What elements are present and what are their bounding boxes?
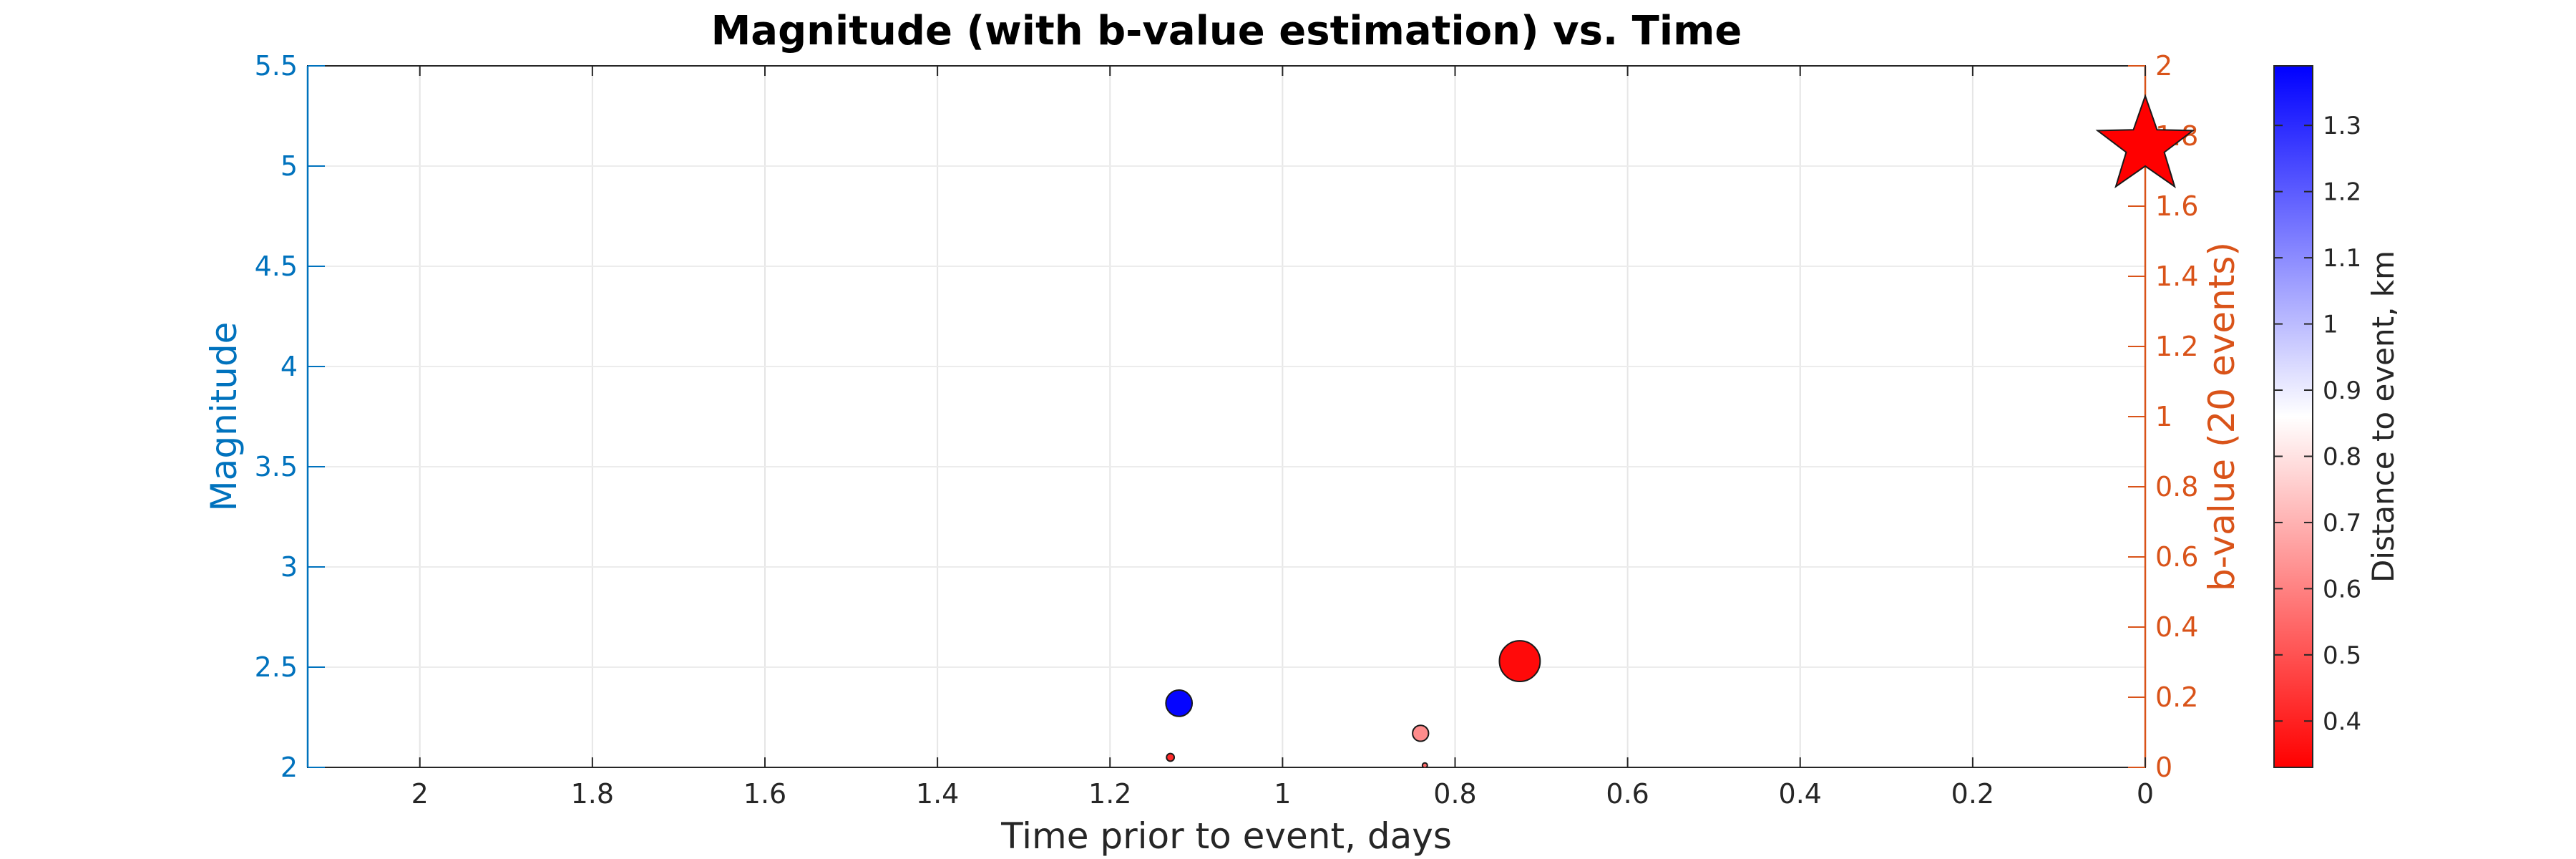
x-tick-label: 1.4	[916, 778, 959, 810]
colorbar-tick-label: 0.5	[2323, 641, 2361, 670]
x-tick-label: 0	[2137, 778, 2154, 810]
colorbar-ticks: 0.4 0.5 0.6 0.7 0.8 0.9 1 1.1 1.2 1.3	[2274, 112, 2361, 736]
scatter-point	[1165, 689, 1194, 717]
data-points	[1165, 640, 1541, 767]
colorbar	[2273, 65, 2313, 768]
scatter-point	[1412, 724, 1430, 742]
plot-frame	[307, 65, 2146, 768]
grid-lines	[308, 65, 2146, 768]
right-tick-label: 0.4	[2155, 611, 2198, 643]
colorbar-tick-label: 0.7	[2323, 509, 2361, 538]
x-tick-label: 0.4	[1779, 778, 1822, 810]
x-tick-label: 0.2	[1951, 778, 1994, 810]
axis-ticks: 2 1.8 1.6 1.4 1.2 1 0.8 0.6 0.4 0.2 0 2 2.5 3 3.5 4 4.5 5…	[255, 50, 2199, 810]
left-axis-label: Magnitude	[203, 322, 245, 512]
colorbar-label: Distance to event, km	[2366, 251, 2401, 583]
colorbar-tick-label: 0.4	[2323, 707, 2361, 736]
x-tick-label: 1	[1274, 778, 1291, 810]
right-tick-label: 1.4	[2155, 261, 2198, 292]
right-tick-label: 0.6	[2155, 541, 2198, 573]
colorbar-tick-label: 1.3	[2323, 112, 2361, 140]
colorbar-tick-label: 1.2	[2323, 178, 2361, 207]
x-tick-label: 1.8	[571, 778, 614, 810]
x-tick-label: 1.2	[1088, 778, 1131, 810]
right-tick-label: 1	[2155, 401, 2172, 432]
chart-title: Magnitude (with b-value estimation) vs. …	[711, 8, 1742, 54]
colorbar-tick-label: 0.8	[2323, 442, 2361, 471]
left-tick-label: 3	[280, 551, 298, 583]
x-axis-label: Time prior to event, days	[1000, 815, 1452, 857]
colorbar-tick-label: 0.9	[2323, 377, 2361, 405]
colorbar-tick-label: 0.6	[2323, 575, 2361, 603]
x-tick-label: 0.8	[1433, 778, 1476, 810]
left-tick-label: 5.5	[255, 50, 298, 82]
x-tick-label: 1.6	[743, 778, 786, 810]
x-tick-label: 0.6	[1606, 778, 1649, 810]
left-tick-label: 5	[280, 150, 298, 182]
scatter-point	[1421, 762, 1428, 767]
colorbar-tick-label: 1.1	[2323, 244, 2361, 273]
left-tick-label: 3.5	[255, 451, 298, 482]
colorbar-tick-label: 1	[2323, 311, 2338, 339]
right-tick-label: 1.6	[2155, 190, 2198, 222]
mainshock-star	[2095, 93, 2195, 189]
right-tick-label: 0.2	[2155, 681, 2198, 713]
left-tick-label: 2.5	[255, 651, 298, 683]
right-tick-label: 1.2	[2155, 331, 2198, 362]
right-axis-label: b-value (20 events)	[2201, 242, 2243, 591]
right-tick-label: 2	[2155, 50, 2172, 82]
x-tick-label: 2	[411, 778, 429, 810]
left-tick-label: 4.5	[255, 251, 298, 282]
right-tick-label: 0.8	[2155, 471, 2198, 503]
scatter-point	[1498, 640, 1541, 683]
left-tick-label: 4	[280, 351, 298, 382]
scatter-point	[1166, 752, 1176, 762]
mainshock-layer	[2095, 93, 2195, 189]
left-tick-label: 2	[280, 752, 298, 783]
right-tick-label: 0	[2155, 752, 2172, 783]
